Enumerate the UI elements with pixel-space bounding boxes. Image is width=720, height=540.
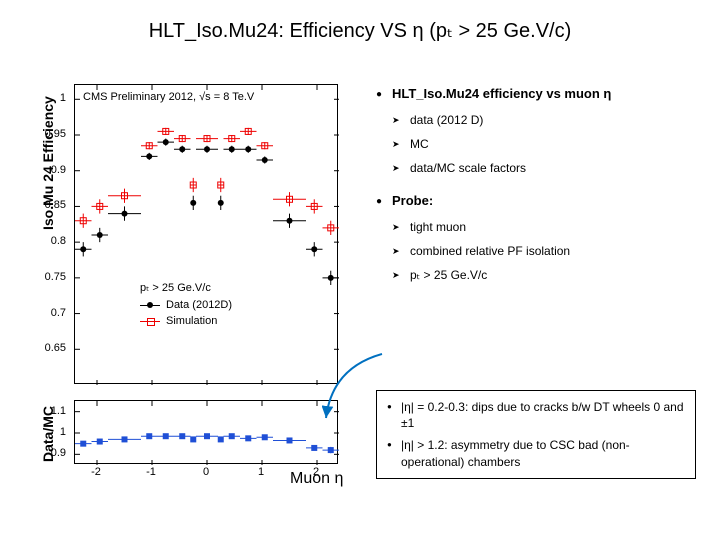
ratio-ytick: 1 [0, 426, 66, 438]
efficiency-plot: CMS Preliminary 2012, √s = 8 Te.V [74, 84, 338, 384]
xtick: -1 [146, 466, 156, 478]
ratio-ytick: 0.9 [0, 447, 66, 459]
ratio-plot [74, 400, 338, 464]
eff-ytick: 0.75 [0, 271, 66, 283]
eff-ytick: 0.85 [0, 199, 66, 211]
bullet-sub1a: data (2012 D) [376, 113, 708, 127]
bullet-sub2c: pₜ > 25 Ge.V/c [376, 268, 708, 282]
bullet-heading-1: HLT_Iso.Mu24 efficiency vs muon η [376, 86, 708, 101]
ratio-plot-svg [75, 401, 339, 465]
xtick: -2 [91, 466, 101, 478]
notes-box: |η| = 0.2-0.3: dips due to cracks b/w DT… [376, 390, 696, 479]
ratio-ytick: 1.1 [0, 405, 66, 417]
eff-ytick: 0.8 [0, 235, 66, 247]
bullet-sub2b: combined relative PF isolation [376, 244, 708, 258]
xtick: 0 [203, 466, 209, 478]
note-2: |η| > 1.2: asymmetry due to CSC bad (non… [387, 437, 685, 469]
bullet-sub1b: MC [376, 137, 708, 151]
note-1: |η| = 0.2-0.3: dips due to cracks b/w DT… [387, 399, 685, 431]
eff-ytick: 0.65 [0, 342, 66, 354]
eff-ytick: 0.95 [0, 128, 66, 140]
legend-mc-label: Simulation [166, 313, 217, 330]
preliminary-label: CMS Preliminary 2012, √s = 8 Te.V [83, 91, 254, 103]
plot-legend: pₜ > 25 Ge.V/c Data (2012D) Simulation [140, 280, 232, 330]
bullet-heading-2: Probe: [376, 193, 708, 208]
legend-data-label: Data (2012D) [166, 297, 232, 314]
bullet-sub1c: data/MC scale factors [376, 161, 708, 175]
x-axis-label: Muon η [290, 470, 343, 488]
eff-ytick: 0.9 [0, 164, 66, 176]
bullet-sub2a: tight muon [376, 220, 708, 234]
marker-mc-icon [140, 317, 160, 325]
eff-ytick: 0.7 [0, 307, 66, 319]
marker-data-icon [140, 301, 160, 309]
bullet-list: HLT_Iso.Mu24 efficiency vs muon η data (… [376, 86, 708, 292]
eff-ytick: 1 [0, 92, 66, 104]
legend-data: Data (2012D) [140, 297, 232, 314]
legend-mc: Simulation [140, 313, 232, 330]
page-title: HLT_Iso.Mu24: Efficiency VS η (pₜ > 25 G… [0, 18, 720, 43]
efficiency-plot-svg [75, 85, 339, 385]
legend-cut: pₜ > 25 Ge.V/c [140, 280, 232, 297]
xtick: 1 [258, 466, 264, 478]
